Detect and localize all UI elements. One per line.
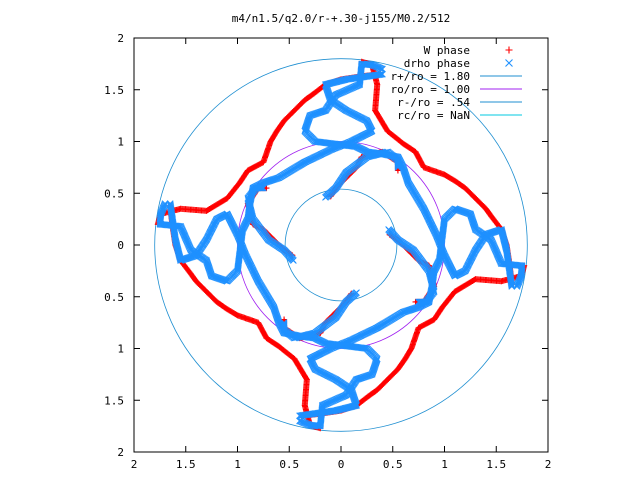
x-tick-label: 1.5 — [176, 458, 196, 471]
drho-phase-point — [377, 71, 385, 78]
drho-phase-point — [280, 320, 288, 328]
w-phase-point — [412, 298, 419, 305]
y-tick-label: 0.5 — [104, 291, 124, 304]
x-tick-label: 2 — [131, 458, 138, 471]
drho-phase-point — [167, 201, 174, 209]
y-tick-label: 2 — [117, 446, 124, 459]
y-tick-label: 0 — [117, 239, 124, 252]
drho-phase-point — [416, 298, 424, 306]
series-drho-phase — [156, 60, 526, 430]
drho-phase-point — [296, 412, 303, 420]
drho-phase-point — [394, 162, 402, 170]
axis-ticks: 2 1.5 1 0.5 0 0.5 1 1.5 221.510.500.511.52 — [104, 32, 551, 471]
y-tick-label: 1.5 — [104, 394, 124, 407]
legend-label: drho phase — [404, 57, 470, 70]
w-phase-point — [263, 185, 270, 192]
drho-phase-point — [379, 70, 386, 78]
drho-phase-point — [508, 283, 516, 290]
legend-label: r+/ro = 1.80 — [391, 70, 470, 83]
legend-label: ro/ro = 1.00 — [391, 83, 470, 96]
drho-phase-point — [415, 298, 423, 306]
drho-phase-point — [167, 202, 174, 210]
circle-r-ro — [284, 188, 398, 302]
legend-label: r-/ro = .54 — [397, 96, 470, 109]
circle-r+ro — [154, 58, 528, 432]
y-tick-label: 2 — [117, 32, 124, 45]
chart-title: m4/n1.5/q2.0/r-+.30-j155/M0.2/512 — [232, 12, 451, 25]
drho-phase-point — [298, 412, 306, 419]
y-tick-label: 0.5 — [104, 187, 124, 200]
plot-frame — [133, 37, 549, 453]
series-w-phase — [154, 58, 528, 432]
radius-circles — [154, 58, 528, 432]
drho-phase-point — [376, 71, 384, 78]
drho-phase-point — [166, 200, 174, 207]
y-tick-label: 1 — [117, 136, 124, 149]
circle-roro — [237, 141, 445, 349]
drho-phase-point — [394, 163, 402, 171]
w-phase-point — [281, 316, 288, 323]
phase-points — [154, 58, 528, 432]
y-tick-label: 1.5 — [104, 84, 124, 97]
drho-phase-point — [259, 184, 267, 192]
drho-phase-point — [280, 321, 288, 329]
drho-phase-point — [508, 281, 515, 289]
x-tick-label: 1 — [441, 458, 448, 471]
y-tick-label: 1 — [117, 343, 124, 356]
drho-phase-point — [297, 412, 305, 419]
w-phase-point — [394, 167, 401, 174]
x-tick-label: 2 — [545, 458, 552, 471]
drho-phase-point — [258, 184, 266, 192]
legend-label: W phase — [424, 44, 470, 57]
drho-phase-point — [505, 59, 513, 67]
drho-phase-point — [280, 319, 288, 327]
x-tick-label: 1.5 — [486, 458, 506, 471]
x-tick-label: 0.5 — [383, 458, 403, 471]
x-tick-label: 0 — [338, 458, 345, 471]
x-tick-label: 1 — [234, 458, 241, 471]
w-phase-point — [505, 46, 513, 54]
drho-phase-point — [257, 184, 265, 192]
drho-phase-point — [417, 298, 425, 306]
drho-phase-point — [394, 161, 402, 169]
legend-label: rc/ro = NaN — [397, 109, 470, 122]
x-tick-label: 0.5 — [279, 458, 299, 471]
drho-phase-point — [508, 280, 515, 288]
